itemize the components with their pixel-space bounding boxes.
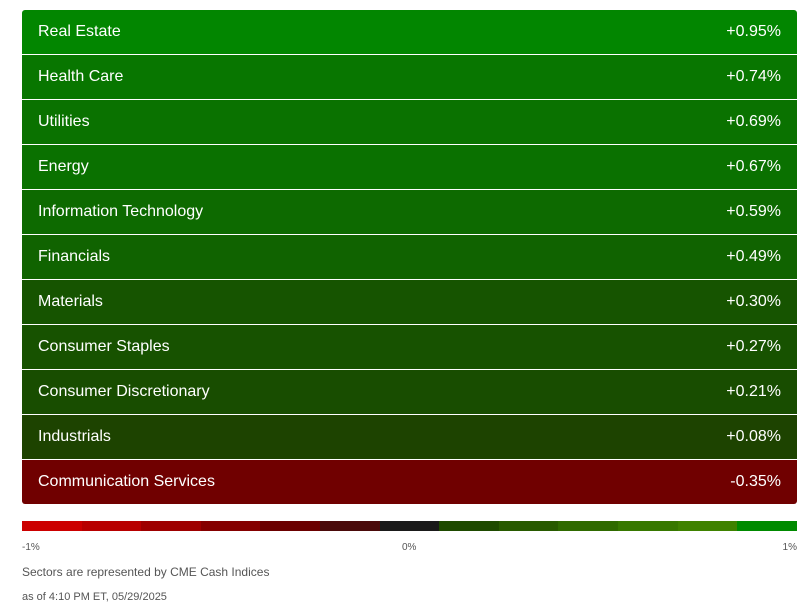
scale-segment (320, 521, 380, 531)
sector-row[interactable]: Health Care +0.74% (22, 55, 797, 100)
sector-change-value: +0.30% (726, 293, 781, 310)
sector-name: Information Technology (38, 203, 204, 220)
sector-name: Real Estate (38, 23, 121, 40)
scale-segment (677, 521, 738, 531)
scale-segment (81, 521, 142, 531)
sector-change-value: +0.21% (726, 383, 781, 400)
scale-segment (141, 521, 201, 531)
sector-name: Health Care (38, 68, 124, 85)
source-note: Sectors are represented by CME Cash Indi… (22, 565, 270, 579)
sector-name: Financials (38, 248, 111, 265)
sector-name: Energy (38, 158, 89, 175)
sector-row[interactable]: Utilities +0.69% (22, 100, 797, 145)
scale-segment (558, 521, 619, 531)
sector-change-value: +0.59% (726, 203, 781, 220)
sector-change-value: -0.35% (730, 473, 781, 490)
sector-row[interactable]: Consumer Staples +0.27% (22, 325, 797, 370)
sector-row[interactable]: Financials +0.49% (22, 235, 797, 280)
sector-name: Consumer Discretionary (38, 383, 210, 400)
scale-segment (200, 521, 261, 531)
scale-segment (22, 521, 82, 531)
scale-segment (737, 521, 797, 531)
sector-heatmap: Real Estate +0.95% Health Care +0.74% Utilit… (22, 10, 797, 504)
sector-change-value: +0.95% (726, 23, 781, 40)
sector-change-value: +0.49% (726, 248, 781, 265)
sector-change-value: +0.74% (726, 68, 781, 85)
sector-row[interactable]: Communication Services -0.35% (22, 460, 797, 504)
sector-row[interactable]: Materials +0.30% (22, 280, 797, 325)
sector-name: Materials (38, 293, 103, 310)
color-scale (22, 521, 797, 531)
sector-name: Utilities (38, 113, 90, 130)
sector-change-value: +0.69% (726, 113, 781, 130)
sector-row[interactable]: Real Estate +0.95% (22, 10, 797, 55)
sector-name: Communication Services (38, 473, 215, 490)
sector-row[interactable]: Consumer Discretionary +0.21% (22, 370, 797, 415)
sector-change-value: +0.08% (726, 428, 781, 445)
scale-segment (439, 521, 499, 531)
scale-min-label: -1% (22, 542, 40, 553)
sector-change-value: +0.27% (726, 338, 781, 355)
scale-segment (379, 521, 440, 531)
scale-segment (260, 521, 321, 531)
sector-name: Consumer Staples (38, 338, 170, 355)
sector-row[interactable]: Energy +0.67% (22, 145, 797, 190)
sector-name: Industrials (38, 428, 111, 445)
scale-max-label: 1% (782, 542, 797, 553)
sector-row[interactable]: Industrials +0.08% (22, 415, 797, 460)
sector-row[interactable]: Information Technology +0.59% (22, 190, 797, 235)
sector-rows: Real Estate +0.95% Health Care +0.74% Utilit… (22, 10, 797, 504)
scale-ticks: -1% 0% 1% (22, 542, 797, 556)
scale-mid-label: 0% (402, 542, 417, 553)
sector-change-value: +0.67% (726, 158, 781, 175)
scale-segment (618, 521, 678, 531)
as-of-timestamp: as of 4:10 PM ET, 05/29/2025 (22, 591, 167, 603)
scale-segment (498, 521, 559, 531)
